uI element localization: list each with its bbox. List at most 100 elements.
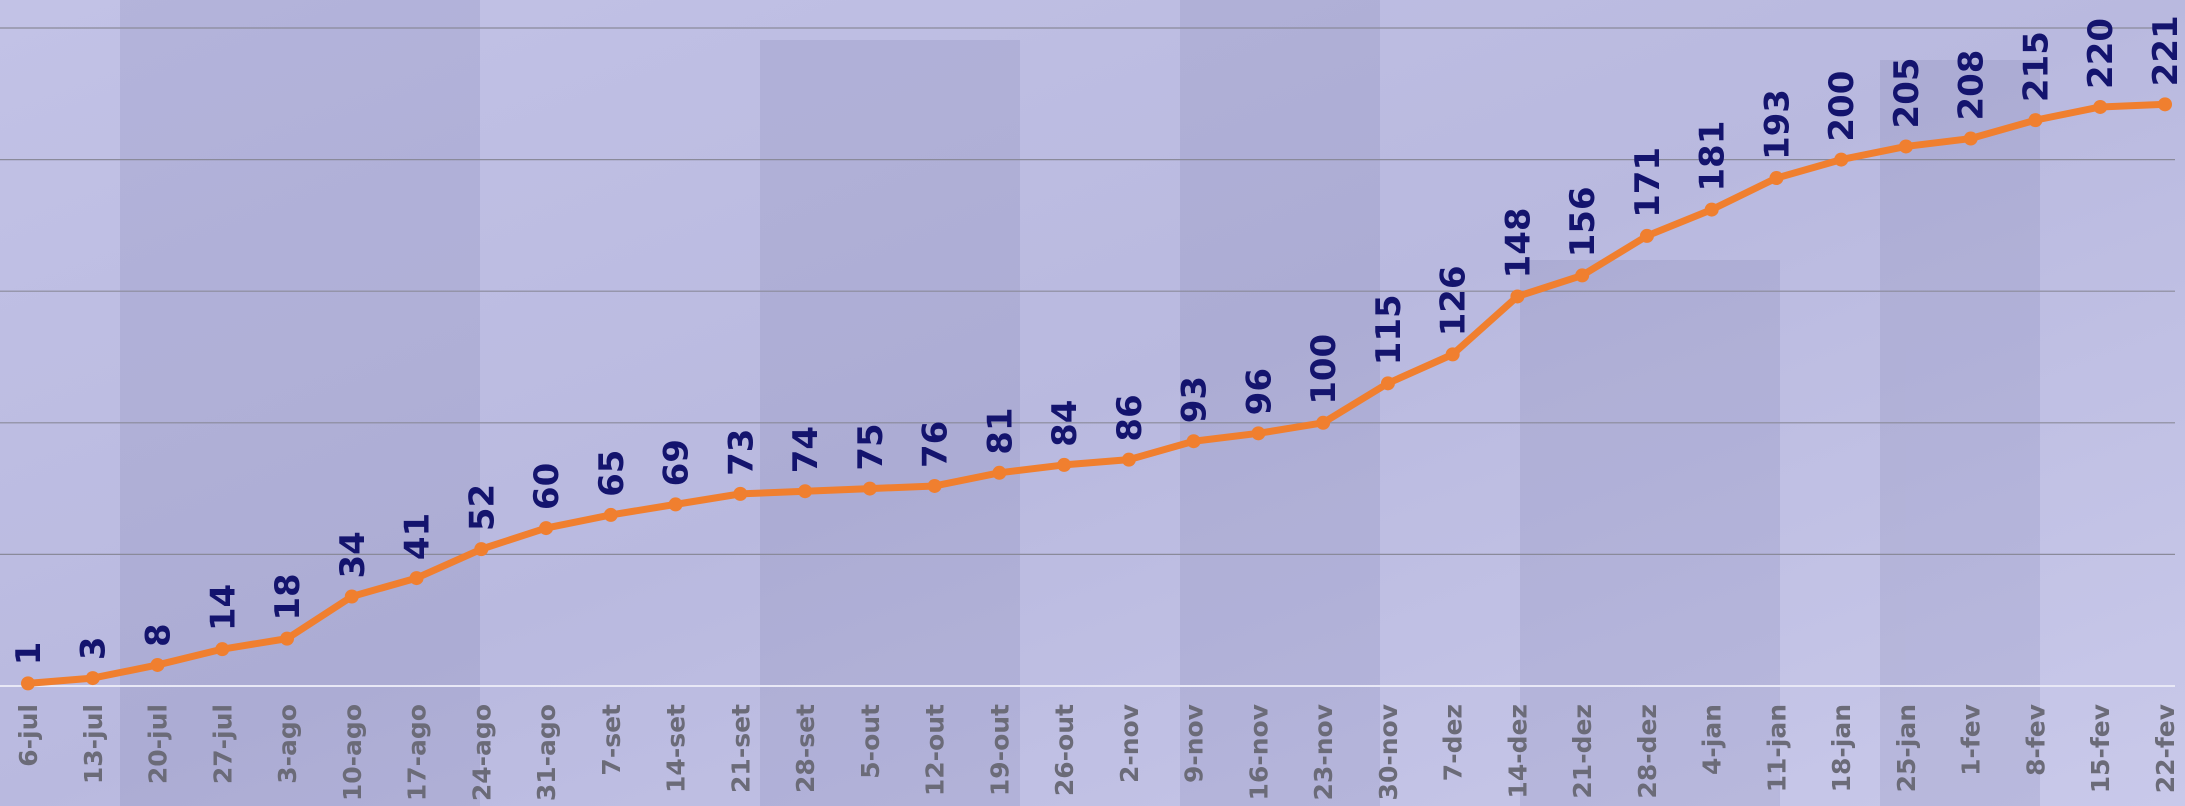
point: [1251, 426, 1265, 440]
point: [539, 521, 553, 535]
x-tick-label: 2-nov: [1115, 704, 1144, 783]
point: [410, 571, 424, 585]
x-tick-label: 24-ago: [467, 704, 496, 801]
point: [280, 632, 294, 646]
point: [928, 479, 942, 493]
x-tick-label: 22-fev: [2151, 704, 2180, 793]
point: [1316, 416, 1330, 430]
x-tick-label: 20-jul: [144, 704, 173, 784]
value-label: 8: [139, 623, 179, 647]
point: [345, 590, 359, 604]
value-label: 84: [1045, 400, 1085, 447]
x-tick-label: 13-jul: [79, 704, 108, 784]
x-tick-label: 6-jul: [14, 704, 43, 767]
x-tick-label: 1-fev: [1957, 704, 1986, 776]
point: [798, 484, 812, 498]
value-label: 76: [916, 421, 956, 468]
value-label: 52: [462, 484, 502, 531]
x-tick-label: 11-jan: [1762, 704, 1791, 792]
value-label: 126: [1434, 265, 1474, 336]
x-tick-label: 14-dez: [1503, 704, 1532, 799]
value-label: 171: [1628, 147, 1668, 218]
x-tick-label: 12-out: [921, 704, 950, 796]
point: [1964, 132, 1978, 146]
point: [1705, 203, 1719, 217]
x-tick-label: 7-dez: [1439, 704, 1468, 781]
point: [1769, 171, 1783, 185]
x-tick-label: 31-ago: [532, 704, 561, 801]
x-tick-label: 3-ago: [273, 704, 302, 784]
x-tick-label: 9-nov: [1180, 704, 1209, 783]
point: [863, 482, 877, 496]
x-tick-label: 19-out: [985, 704, 1014, 796]
value-label: 41: [398, 513, 438, 560]
value-label: 193: [1757, 89, 1797, 160]
x-tick-label: 30-nov: [1374, 704, 1403, 800]
value-label: 34: [333, 531, 373, 578]
point: [604, 508, 618, 522]
point: [1446, 347, 1460, 361]
point: [151, 658, 165, 672]
x-tick-label: 25-jan: [1892, 704, 1921, 792]
point: [1510, 289, 1524, 303]
point: [733, 487, 747, 501]
x-tick-label: 15-fev: [2086, 704, 2115, 793]
x-tick-label: 7-set: [597, 704, 626, 776]
x-tick-label: 8-fev: [2021, 704, 2050, 776]
value-label: 74: [786, 426, 826, 473]
point: [1640, 229, 1654, 243]
value-label: 60: [527, 463, 567, 510]
value-label: 148: [1498, 207, 1538, 278]
value-label: 208: [1952, 50, 1992, 121]
value-label: 3: [74, 636, 114, 660]
x-tick-label: 26-out: [1050, 704, 1079, 796]
point: [1381, 376, 1395, 390]
value-label: 200: [1822, 71, 1862, 142]
point: [992, 466, 1006, 480]
value-label: 73: [721, 429, 761, 476]
x-tick-label: 18-jan: [1827, 704, 1856, 792]
value-label: 115: [1369, 294, 1409, 365]
value-label: 156: [1563, 186, 1603, 257]
value-label: 221: [2146, 15, 2185, 86]
value-label: 65: [592, 450, 632, 497]
value-label: 75: [851, 423, 891, 470]
value-label: 100: [1304, 334, 1344, 405]
point: [1122, 453, 1136, 467]
page: {"chart_data": {"type": "line", "categor…: [0, 0, 2185, 806]
value-label: 96: [1239, 368, 1279, 415]
x-tick-label: 5-out: [856, 704, 885, 779]
x-tick-label: 21-dez: [1568, 704, 1597, 799]
value-label: 69: [657, 439, 697, 486]
x-tick-label: 14-set: [662, 704, 691, 793]
point: [1834, 153, 1848, 167]
point: [1187, 434, 1201, 448]
x-tick-label: 28-dez: [1633, 704, 1662, 799]
x-tick-label: 28-set: [791, 704, 820, 793]
point: [2028, 113, 2042, 127]
point: [1575, 268, 1589, 282]
value-label: 93: [1175, 376, 1215, 423]
chart: 6-jul13-jul20-jul27-jul3-ago10-ago17-ago…: [0, 0, 2185, 806]
x-tick-label: 10-ago: [338, 704, 367, 801]
value-label: 81: [980, 407, 1020, 454]
point: [2093, 100, 2107, 114]
value-label: 14: [203, 584, 243, 631]
x-tick-label: 23-nov: [1309, 704, 1338, 800]
value-label: 1: [9, 642, 49, 666]
x-tick-label: 4-jan: [1698, 704, 1727, 775]
value-label: 86: [1110, 394, 1150, 441]
point: [474, 542, 488, 556]
x-tick-label: 21-set: [726, 704, 755, 793]
value-label: 220: [2081, 18, 2121, 89]
point: [21, 676, 35, 690]
value-label: 205: [1887, 57, 1927, 128]
x-tick-label: 16-nov: [1244, 704, 1273, 800]
point: [86, 671, 100, 685]
x-tick-label: 17-ago: [403, 704, 432, 801]
point: [215, 642, 229, 656]
point: [2158, 97, 2172, 111]
value-label: 18: [268, 573, 308, 620]
value-label: 215: [2016, 31, 2056, 102]
point: [669, 497, 683, 511]
